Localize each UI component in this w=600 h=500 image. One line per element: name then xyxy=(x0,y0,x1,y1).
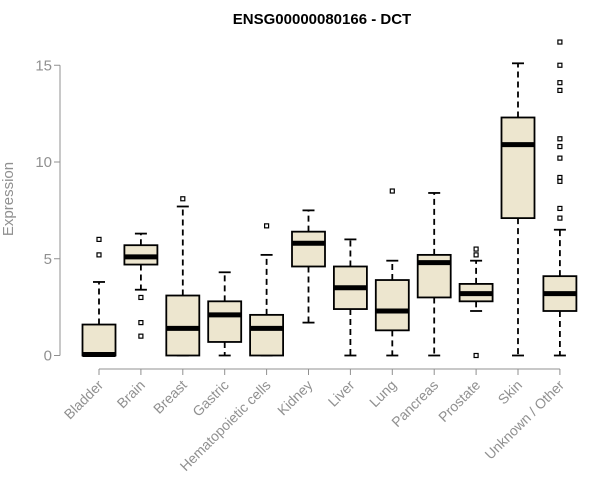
outlier-point xyxy=(557,155,563,161)
box-group xyxy=(207,271,243,357)
x-tick-label: Brain xyxy=(114,377,148,411)
outlier-point xyxy=(138,294,144,301)
x-tick-label: Pancreas xyxy=(388,377,441,430)
x-tick-label: Liver xyxy=(325,377,358,410)
outlier-point xyxy=(557,62,563,68)
x-tick-label: Lung xyxy=(366,377,399,410)
box-group xyxy=(123,232,159,339)
y-tick-label: 5 xyxy=(44,251,52,268)
box-iqr xyxy=(81,323,117,357)
box-group xyxy=(374,188,410,357)
outlier-point xyxy=(138,320,144,326)
box-group xyxy=(81,236,117,358)
box-iqr xyxy=(374,279,410,332)
box-group xyxy=(500,62,536,357)
outlier-point xyxy=(557,205,563,212)
outlier-point xyxy=(264,223,270,229)
outlier-point xyxy=(557,215,563,221)
box-group xyxy=(291,209,326,324)
x-tick-label: Skin xyxy=(495,377,526,408)
box-group xyxy=(416,192,452,357)
outlier-point xyxy=(557,174,563,181)
outlier-point xyxy=(473,252,479,258)
box-iqr xyxy=(165,294,201,357)
y-tick-label: 15 xyxy=(35,57,52,74)
boxes-group xyxy=(81,39,578,359)
box-group xyxy=(542,39,578,357)
outlier-point xyxy=(389,188,395,194)
box-iqr xyxy=(500,116,536,220)
box-iqr xyxy=(249,313,285,357)
box-group xyxy=(249,223,285,357)
outlier-point xyxy=(473,352,479,359)
y-axis-label: Expression xyxy=(0,162,17,236)
y-tick-label: 10 xyxy=(35,154,52,171)
box-group xyxy=(165,196,201,357)
outlier-point xyxy=(557,143,563,150)
x-tick-label: Bladder xyxy=(61,377,107,423)
outlier-point xyxy=(180,196,186,202)
outlier-point xyxy=(96,252,102,258)
x-tick-label: Kidney xyxy=(274,377,316,419)
y-axis: 0 5 10 15 xyxy=(35,57,61,365)
outlier-point xyxy=(138,333,144,339)
outlier-point xyxy=(557,136,563,142)
x-tick-label: Unknown / Other xyxy=(481,377,567,463)
box-iqr xyxy=(291,230,326,268)
box-iqr xyxy=(207,300,243,343)
x-tick-label: Breast xyxy=(150,377,190,417)
box-group xyxy=(332,238,368,357)
x-tick-label: Prostate xyxy=(435,377,483,425)
y-tick-label: 0 xyxy=(44,348,52,365)
outlier-point xyxy=(473,246,479,252)
outlier-point xyxy=(557,80,563,86)
box-group xyxy=(458,246,494,359)
outlier-point xyxy=(557,87,563,94)
outlier-point xyxy=(96,236,102,242)
chart-title: ENSG00000080166 - DCT xyxy=(233,11,411,28)
outlier-point xyxy=(557,39,563,45)
